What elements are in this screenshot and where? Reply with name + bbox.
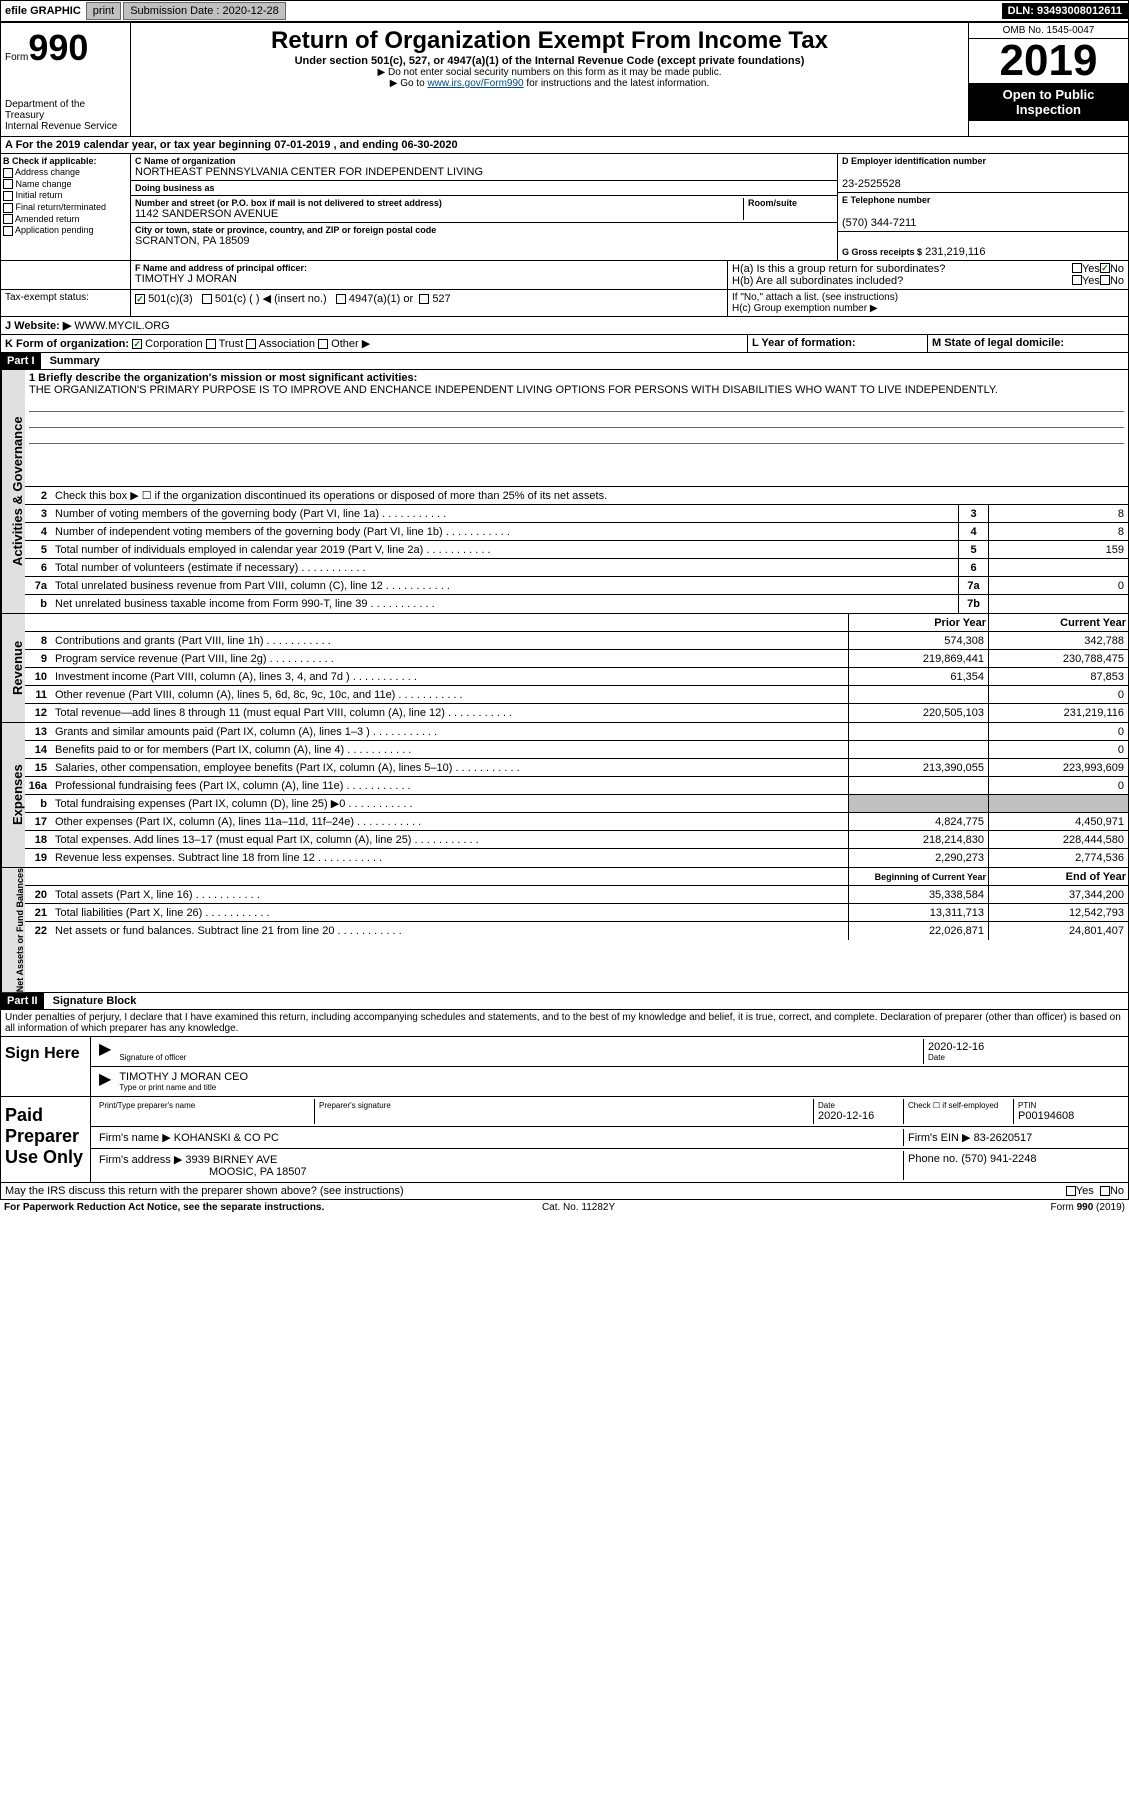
line-row: 14Benefits paid to or for members (Part … (25, 741, 1128, 759)
sign-block: Sign Here ▶ Signature of officer 2020-12… (0, 1037, 1129, 1097)
line-row: 9Program service revenue (Part VIII, lin… (25, 650, 1128, 668)
expenses-section: Expenses 13Grants and similar amounts pa… (0, 723, 1129, 868)
netassets-label: Net Assets or Fund Balances (1, 868, 25, 992)
fh-row: F Name and address of principal officer:… (0, 261, 1129, 290)
org-name: NORTHEAST PENNSYLVANIA CENTER FOR INDEPE… (135, 166, 833, 178)
line-row: 5Total number of individuals employed in… (25, 541, 1128, 559)
line-row: 18Total expenses. Add lines 13–17 (must … (25, 831, 1128, 849)
ein: 23-2525528 (842, 178, 1124, 190)
tax-year: 2019 (969, 39, 1128, 83)
irs-link[interactable]: www.irs.gov/Form990 (427, 78, 523, 89)
open-public: Open to Public Inspection (969, 83, 1128, 121)
part1-title: Summary (44, 353, 106, 369)
line-row: 12Total revenue—add lines 8 through 11 (… (25, 704, 1128, 722)
activities-label: Activities & Governance (1, 370, 25, 613)
line-row: bTotal fundraising expenses (Part IX, co… (25, 795, 1128, 813)
website-url: WWW.MYCIL.ORG (74, 320, 169, 332)
line-row: 3Number of voting members of the governi… (25, 505, 1128, 523)
revenue-section: Revenue Prior Year Current Year 8Contrib… (0, 614, 1129, 723)
dept-treasury: Department of the Treasury (5, 99, 126, 121)
netassets-section: Net Assets or Fund Balances Beginning of… (0, 868, 1129, 993)
dln: DLN: 93493008012611 (1002, 3, 1128, 19)
line-row: bNet unrelated business taxable income f… (25, 595, 1128, 613)
efile-label: efile GRAPHIC (1, 3, 85, 19)
jurat: Under penalties of perjury, I declare th… (0, 1010, 1129, 1037)
form-title: Return of Organization Exempt From Incom… (135, 27, 964, 55)
line-row: 16aProfessional fundraising fees (Part I… (25, 777, 1128, 795)
line-row: 22Net assets or fund balances. Subtract … (25, 922, 1128, 940)
form-header: Form990 Department of the Treasury Inter… (0, 22, 1129, 137)
officer-name: TIMOTHY J MORAN (135, 273, 723, 285)
line-row: 19Revenue less expenses. Subtract line 1… (25, 849, 1128, 867)
line-row: 7aTotal unrelated business revenue from … (25, 577, 1128, 595)
line-row: 13Grants and similar amounts paid (Part … (25, 723, 1128, 741)
line-row: 8Contributions and grants (Part VIII, li… (25, 632, 1128, 650)
line-row: 15Salaries, other compensation, employee… (25, 759, 1128, 777)
submission-date: Submission Date : 2020-12-28 (123, 2, 286, 20)
part1-header: Part I (1, 353, 41, 369)
line-row: 17Other expenses (Part IX, column (A), l… (25, 813, 1128, 831)
form-version: Form 990 (2019) (1050, 1202, 1124, 1213)
mission-text: THE ORGANIZATION'S PRIMARY PURPOSE IS TO… (29, 384, 998, 396)
phone: (570) 344-7211 (842, 217, 1124, 229)
expenses-label: Expenses (1, 723, 25, 867)
firm-name: KOHANSKI & CO PC (174, 1132, 279, 1144)
bottom-row: For Paperwork Reduction Act Notice, see … (0, 1200, 1129, 1215)
line-row: 10Investment income (Part VIII, column (… (25, 668, 1128, 686)
line-row: 11Other revenue (Part VIII, column (A), … (25, 686, 1128, 704)
klm-row: K Form of organization: Corporation Trus… (0, 335, 1129, 353)
topbar: efile GRAPHIC print Submission Date : 20… (0, 0, 1129, 22)
discuss-row: May the IRS discuss this return with the… (0, 1183, 1129, 1200)
city: SCRANTON, PA 18509 (135, 235, 833, 247)
line-row: 20Total assets (Part X, line 16)35,338,5… (25, 886, 1128, 904)
revenue-label: Revenue (1, 614, 25, 722)
info-grid: B Check if applicable: Address change Na… (0, 154, 1129, 261)
officer-sig-name: TIMOTHY J MORAN CEO (119, 1071, 1120, 1083)
line-row: 6Total number of volunteers (estimate if… (25, 559, 1128, 577)
form-subtitle: Under section 501(c), 527, or 4947(a)(1)… (135, 55, 964, 67)
print-button[interactable]: print (86, 2, 121, 20)
part2-title: Signature Block (47, 993, 143, 1009)
street: 1142 SANDERSON AVENUE (135, 208, 743, 220)
line-row: 4Number of independent voting members of… (25, 523, 1128, 541)
irs-label: Internal Revenue Service (5, 121, 126, 132)
firm-ein: 83-2620517 (974, 1132, 1033, 1144)
website-row: J Website: ▶ WWW.MYCIL.ORG (0, 317, 1129, 335)
activities-section: Activities & Governance 1 Briefly descri… (0, 370, 1129, 614)
ssn-note: ▶ Do not enter social security numbers o… (135, 67, 964, 78)
form-word: Form (5, 52, 28, 63)
part2-header: Part II (1, 993, 44, 1009)
box-b: B Check if applicable: Address change Na… (1, 154, 131, 260)
form-number: 990 (28, 27, 88, 68)
ptin: P00194608 (1018, 1110, 1120, 1122)
paid-preparer-block: Paid Preparer Use Only Print/Type prepar… (0, 1097, 1129, 1183)
gross-receipts: 231,219,116 (925, 246, 985, 258)
goto-note: ▶ Go to www.irs.gov/Form990 for instruct… (135, 78, 964, 89)
line-row: 21Total liabilities (Part X, line 26)13,… (25, 904, 1128, 922)
tax-period: A For the 2019 calendar year, or tax yea… (0, 137, 1129, 154)
preparer-phone: (570) 941-2248 (961, 1153, 1036, 1165)
tax-exempt-row: Tax-exempt status: 501(c)(3) 501(c) ( ) … (0, 290, 1129, 317)
